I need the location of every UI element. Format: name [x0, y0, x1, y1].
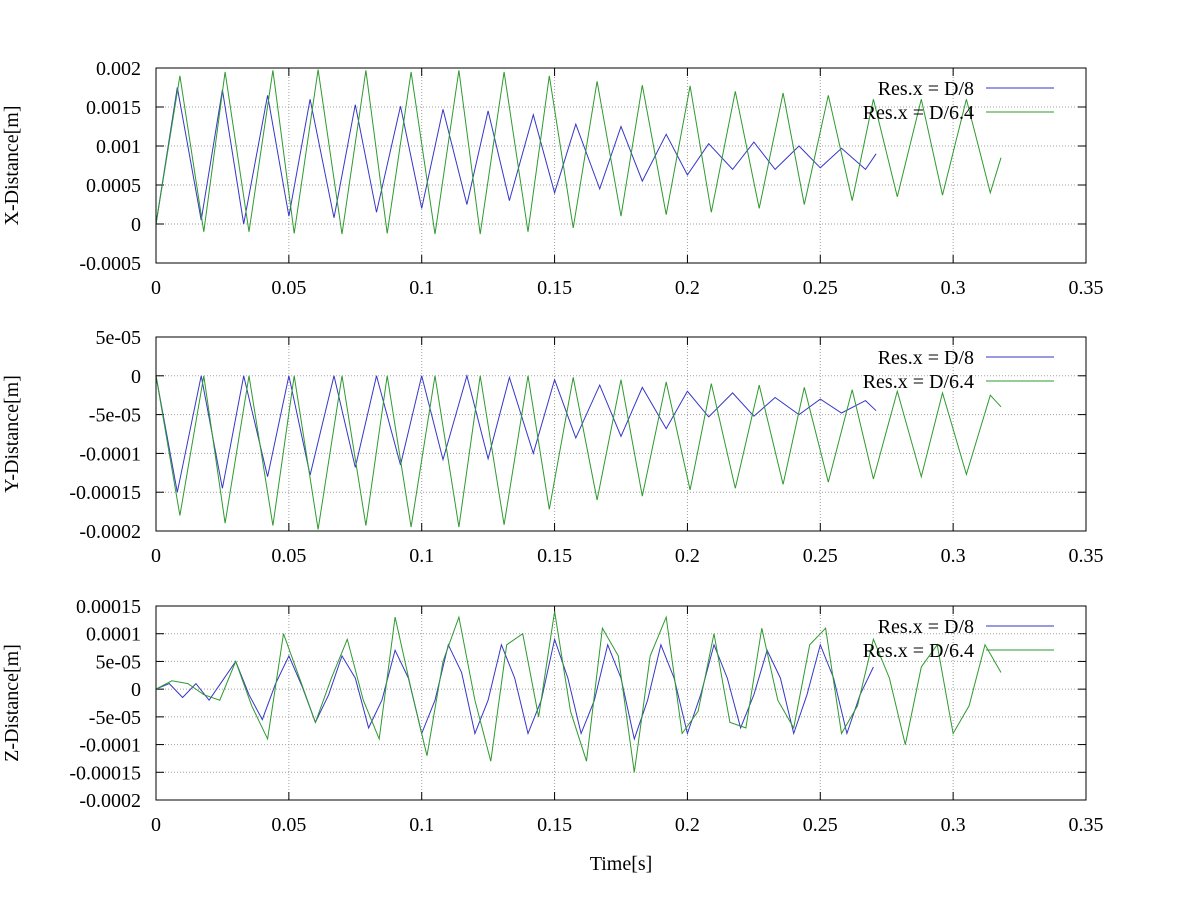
x-tick-label: 0.25 — [803, 814, 838, 836]
x-tick-label: 0.35 — [1069, 814, 1104, 836]
y-tick-label: -5e-05 — [89, 707, 141, 729]
y-axis-title: Z-Distance[m] — [1, 644, 23, 762]
y-tick-label: -0.0005 — [79, 253, 141, 275]
x-tick-label: 0 — [151, 277, 161, 299]
y-tick-label: 0.002 — [96, 58, 141, 80]
x-tick-label: 0.05 — [271, 814, 306, 836]
y-tick-label: 0.0015 — [86, 97, 141, 119]
chart-panel-2: 0 0.05 0.1 0.15 0.2 0.25 0.3 0.35 -0.0002 -0.0001… — [1, 327, 1104, 567]
legend-label: Res.x = D/8 — [878, 616, 974, 638]
x-tick-label: 0 — [151, 545, 161, 567]
y-tick-label: 0.0001 — [86, 624, 141, 646]
x-tick-label: 0.3 — [941, 545, 966, 567]
y-tick-label: -0.00015 — [69, 762, 141, 784]
x-tick-label: 0.15 — [537, 545, 572, 567]
x-tick-label: 0.1 — [409, 545, 434, 567]
x-axis-title: Time[s] — [590, 853, 653, 875]
x-tick-label: 0.15 — [537, 277, 572, 299]
x-tick-label: 0.3 — [941, 814, 966, 836]
x-tick-label: 0.1 — [409, 814, 434, 836]
y-tick-label: 5e-05 — [95, 327, 141, 349]
y-tick-label: -0.0001 — [79, 735, 141, 757]
x-tick-label: 0.25 — [803, 277, 838, 299]
series-line-1 — [156, 87, 877, 225]
y-tick-label: 0.0005 — [86, 175, 141, 197]
plot-frame — [155, 605, 1087, 801]
x-tick-label: 0.3 — [941, 277, 966, 299]
y-tick-label: -0.0001 — [79, 443, 141, 465]
x-tick-label: 0.15 — [537, 814, 572, 836]
x-tick-label: 0.2 — [675, 814, 700, 836]
x-tick-label: 0.1 — [409, 277, 434, 299]
legend-label: Res.x = D/8 — [878, 78, 974, 100]
chart-panel-1: 0 0.05 0.1 0.15 0.2 0.25 0.3 0.35 -0.0005 0 0.0005… — [1, 58, 1104, 299]
y-tick-label: 0.00015 — [76, 596, 141, 618]
y-axis-title: Y-Distance[m] — [1, 375, 23, 493]
legend-label: Res.x = D/6.4 — [863, 371, 974, 393]
y-tick-label: -0.0002 — [79, 521, 141, 543]
y-tick-label: -0.00015 — [69, 482, 141, 504]
y-tick-label: 0.001 — [96, 136, 141, 158]
y-tick-label: 0 — [131, 214, 141, 236]
x-tick-label: 0.05 — [271, 545, 306, 567]
series-line-2 — [156, 375, 1002, 530]
series-line-1 — [156, 373, 877, 493]
y-tick-label: -5e-05 — [89, 405, 141, 427]
y-tick-label: 5e-05 — [95, 651, 141, 673]
x-tick-label: 0.35 — [1069, 545, 1104, 567]
x-tick-label: 0.2 — [675, 545, 700, 567]
x-tick-label: 0.05 — [271, 277, 306, 299]
plot-frame — [155, 336, 1087, 532]
legend-label: Res.x = D/6.4 — [863, 102, 974, 124]
legend-label: Res.x = D/8 — [878, 347, 974, 369]
series-line-2 — [156, 69, 1002, 235]
y-axis-title: X-Distance[m] — [1, 106, 23, 226]
x-tick-label: 0 — [151, 814, 161, 836]
x-tick-label: 0.25 — [803, 545, 838, 567]
plot-frame — [155, 67, 1087, 264]
y-tick-label: 0 — [131, 366, 141, 388]
series-line-2 — [156, 611, 1002, 773]
y-tick-label: 0 — [131, 679, 141, 701]
chart-panel-3: 0 0.05 0.1 0.15 0.2 0.25 0.3 0.35 -0.0002 -0.0001… — [1, 596, 1104, 875]
y-tick-label: -0.0002 — [79, 790, 141, 812]
legend-label: Res.x = D/6.4 — [863, 640, 974, 662]
x-tick-label: 0.2 — [675, 277, 700, 299]
x-tick-label: 0.35 — [1069, 277, 1104, 299]
